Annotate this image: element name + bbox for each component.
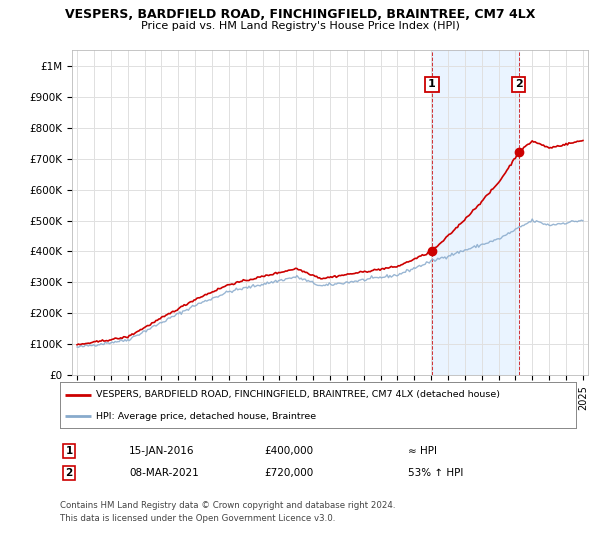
Text: 53% ↑ HPI: 53% ↑ HPI <box>408 468 463 478</box>
Text: Contains HM Land Registry data © Crown copyright and database right 2024.
This d: Contains HM Land Registry data © Crown c… <box>60 501 395 522</box>
Text: VESPERS, BARDFIELD ROAD, FINCHINGFIELD, BRAINTREE, CM7 4LX (detached house): VESPERS, BARDFIELD ROAD, FINCHINGFIELD, … <box>96 390 500 399</box>
Text: HPI: Average price, detached house, Braintree: HPI: Average price, detached house, Brai… <box>96 412 316 421</box>
Text: £400,000: £400,000 <box>264 446 313 456</box>
Text: VESPERS, BARDFIELD ROAD, FINCHINGFIELD, BRAINTREE, CM7 4LX: VESPERS, BARDFIELD ROAD, FINCHINGFIELD, … <box>65 8 535 21</box>
Text: 15-JAN-2016: 15-JAN-2016 <box>129 446 194 456</box>
Text: Price paid vs. HM Land Registry's House Price Index (HPI): Price paid vs. HM Land Registry's House … <box>140 21 460 31</box>
Text: 2: 2 <box>515 80 523 90</box>
Text: 1: 1 <box>428 80 436 90</box>
Text: 1: 1 <box>65 446 73 456</box>
Text: 08-MAR-2021: 08-MAR-2021 <box>129 468 199 478</box>
Bar <box>432 50 518 375</box>
Text: £720,000: £720,000 <box>264 468 313 478</box>
Text: 2: 2 <box>65 468 73 478</box>
Text: ≈ HPI: ≈ HPI <box>408 446 437 456</box>
